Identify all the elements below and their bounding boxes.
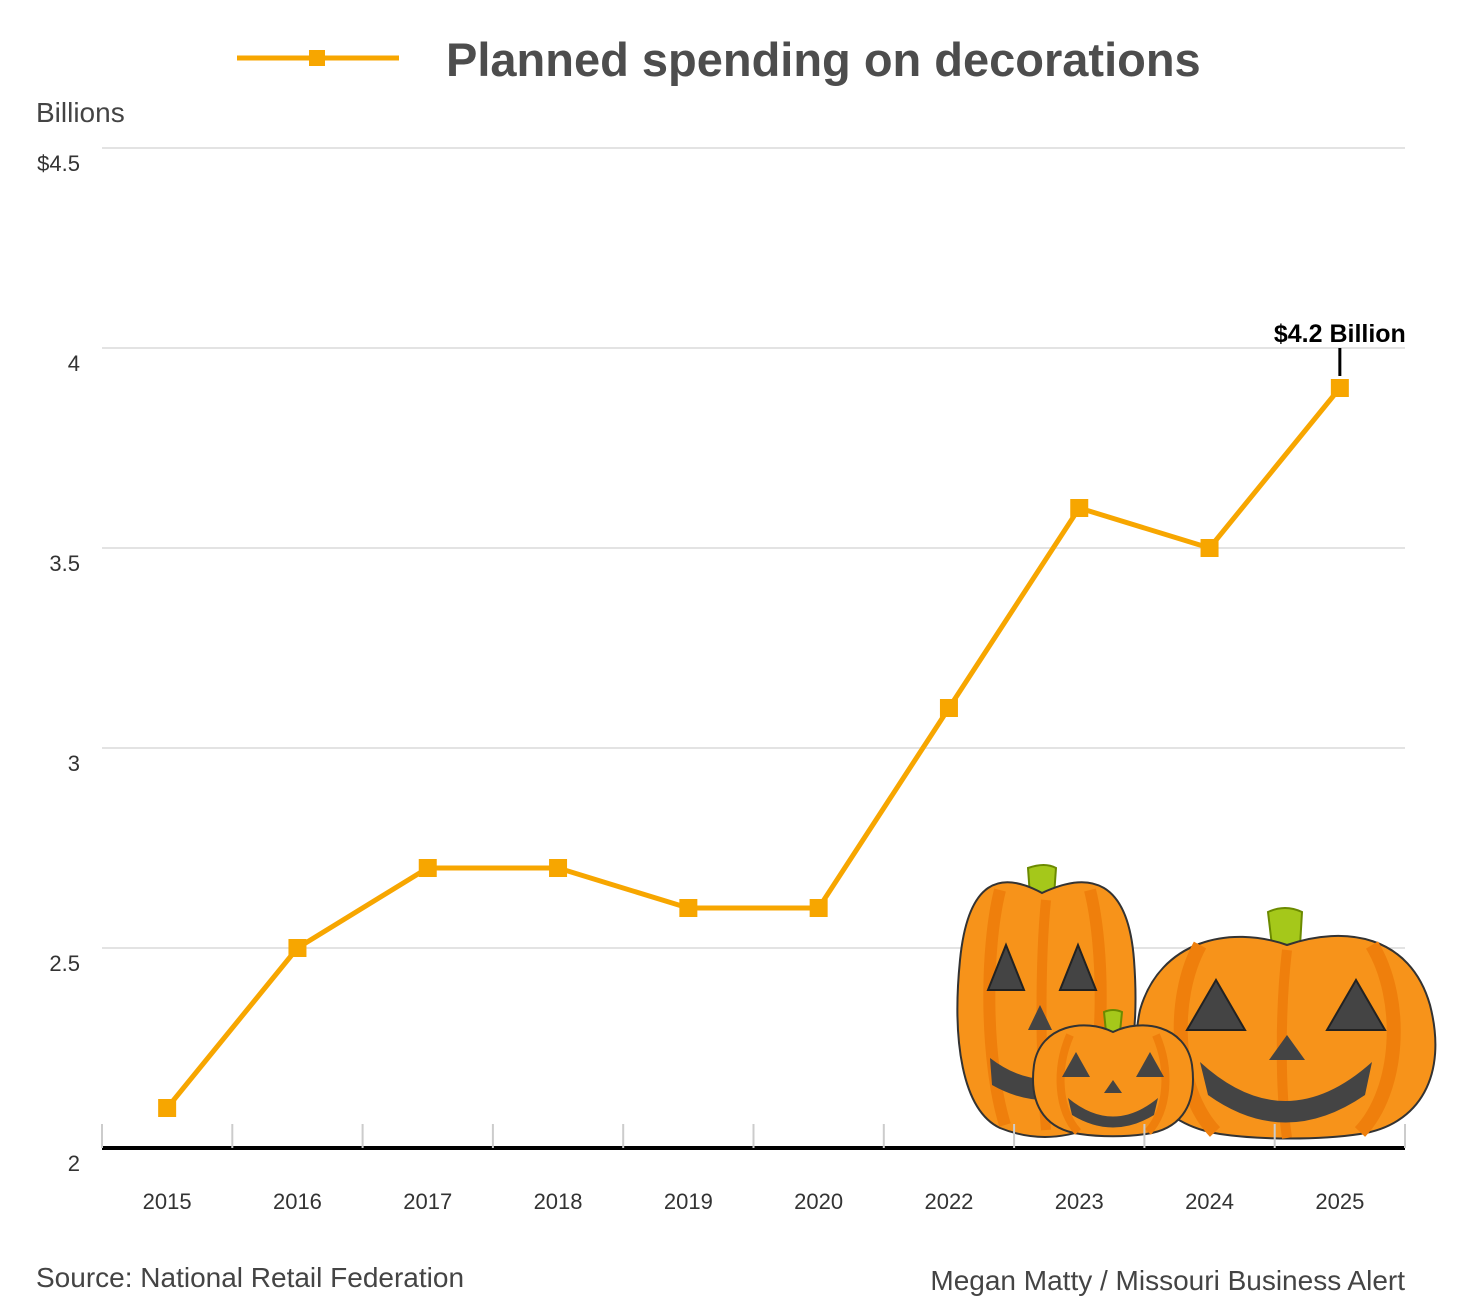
data-point-2016 [288, 939, 307, 957]
data-point-2020 [809, 899, 828, 917]
x-tick-label: 2017 [403, 1189, 452, 1214]
x-tick-label: 2020 [794, 1189, 843, 1214]
data-point-2015 [158, 1099, 177, 1117]
data-point-2018 [549, 859, 568, 877]
x-tick-label: 2023 [1055, 1189, 1104, 1214]
data-point-2022 [939, 699, 958, 717]
legend: Planned spending on decorations [237, 33, 1201, 86]
credit-note: Megan Matty / Missouri Business Alert [930, 1265, 1405, 1296]
series-line [165, 386, 1342, 1110]
annotation-2025: $4.2 Billion [1274, 320, 1406, 376]
x-tick-label: 2018 [534, 1189, 583, 1214]
y-tick-label: $4.5 [37, 151, 80, 176]
x-axis-ticks: 2015 2016 2017 2018 2019 2020 2022 2023 2024 2025 [143, 1189, 1365, 1214]
jack-o-lantern-icon [956, 864, 1437, 1140]
y-axis-ticks: 2 2.5 3 3.5 4 $4.5 [37, 151, 80, 1176]
small-pumpkin [1032, 1009, 1194, 1138]
x-axis-tick-marks [101, 1124, 1406, 1148]
gridlines [102, 147, 1405, 949]
legend-marker-swatch [309, 50, 325, 66]
x-tick-label: 2024 [1185, 1189, 1234, 1214]
chart-title: Planned spending on decorations [446, 33, 1201, 86]
data-point-2017 [418, 859, 437, 877]
y-axis-unit-label: Billions [36, 97, 125, 128]
y-tick-label: 4 [68, 351, 80, 376]
data-point-2024 [1200, 539, 1219, 557]
x-tick-label: 2025 [1315, 1189, 1364, 1214]
x-tick-label: 2015 [143, 1189, 192, 1214]
data-point-2023 [1070, 499, 1089, 517]
y-tick-label: 2 [68, 1151, 80, 1176]
y-tick-label: 3.5 [49, 551, 80, 576]
x-tick-label: 2016 [273, 1189, 322, 1214]
data-point-2025 [1330, 379, 1349, 397]
y-tick-label: 3 [68, 751, 80, 776]
data-point-2019 [679, 899, 698, 917]
x-tick-label: 2019 [664, 1189, 713, 1214]
x-tick-label: 2022 [924, 1189, 973, 1214]
source-note: Source: National Retail Federation [36, 1262, 464, 1293]
series-planned-spending [158, 379, 1349, 1117]
annotation-label: $4.2 Billion [1274, 320, 1406, 348]
y-tick-label: 2.5 [49, 951, 80, 976]
